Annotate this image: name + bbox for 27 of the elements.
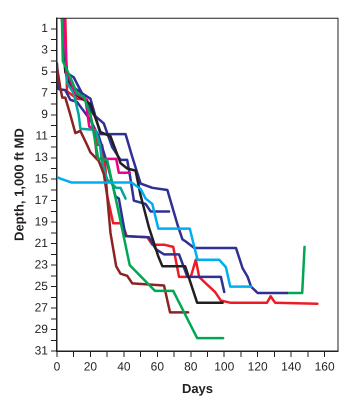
y-tick-label: 17 [34,193,48,208]
x-tick-label: 160 [314,360,335,374]
x-tick-label: 140 [281,360,302,374]
y-tick-label: 9 [41,107,48,122]
y-axis-title: Depth, 1,000 ft MD [11,128,26,241]
x-tick-label: 100 [214,360,235,374]
y-tick-label: 29 [34,322,48,336]
x-tick-label: 60 [150,360,164,374]
y-tick-label: 1 [41,21,48,36]
y-tick-label: 23 [34,257,48,272]
x-tick-label: 20 [84,360,98,374]
y-tick-label: 25 [34,278,48,293]
x-tick-label: 80 [184,360,198,374]
x-tick-label: 120 [248,360,268,374]
y-tick-label: 7 [41,86,48,100]
y-tick-label: 15 [34,172,48,186]
x-axis-title: Days [182,380,214,396]
y-tick-label: 19 [34,214,48,228]
y-tick-label: 5 [41,64,48,78]
y-tick-label: 13 [34,150,48,164]
x-tick-label: 40 [117,360,131,374]
y-tick-label: 31 [34,343,48,358]
y-tick-label: 21 [34,236,48,250]
y-tick-label: 3 [41,42,48,57]
y-tick-label: 11 [35,128,48,143]
x-tick-label: 0 [54,360,61,374]
y-tick-label: 27 [34,300,48,314]
